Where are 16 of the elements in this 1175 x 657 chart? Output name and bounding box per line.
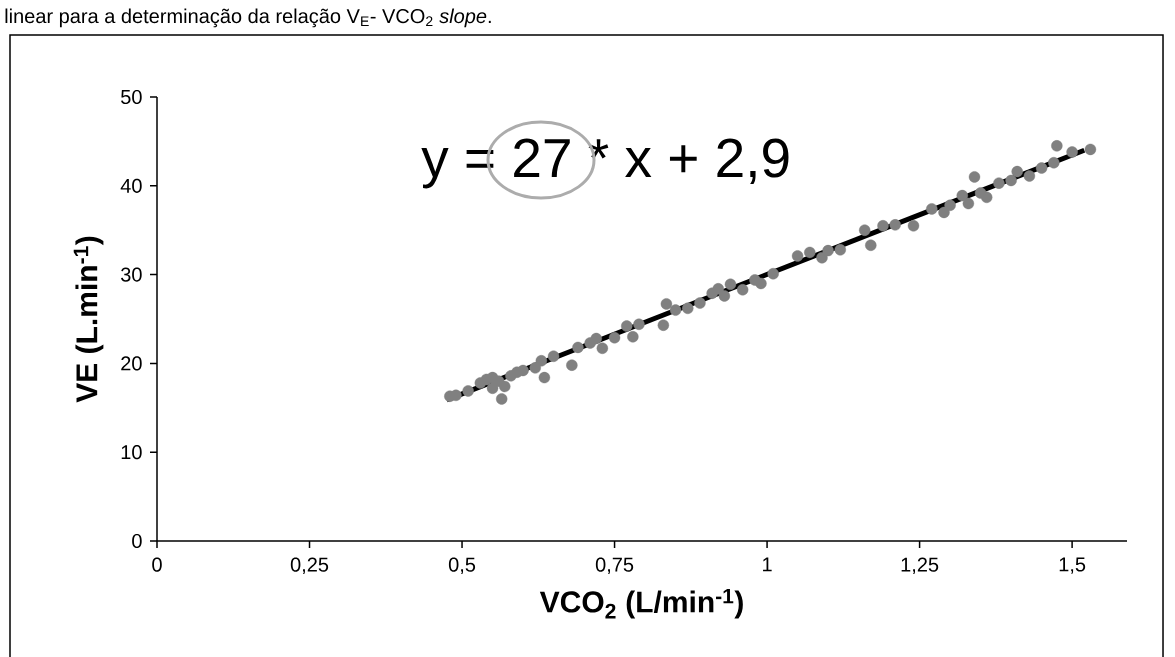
y-axis-title: VE (L.min$^{-1}$): [73, 236, 104, 403]
y-tick-label: 0: [132, 533, 142, 549]
x-axis-title: VCO$_{2}$ (L/min$^{-1}$): [539, 588, 743, 619]
x-tick-label: 1,25: [901, 557, 939, 575]
y-tick-label: 10: [121, 445, 142, 460]
y-tick-label: 50: [121, 89, 142, 105]
x-tick-label: 1,5: [1059, 557, 1086, 574]
y-tick-label: 40: [120, 178, 142, 193]
x-tick-label: 0,75: [595, 557, 634, 575]
x-tick-label: 0,5: [448, 557, 476, 575]
y-tick-label: 30: [121, 267, 142, 282]
x-tick-label: 0: [152, 557, 162, 572]
y-tick-label: 20: [121, 356, 142, 371]
x-tick-label: 0,25: [290, 557, 329, 575]
x-tick-label: 1: [763, 557, 772, 572]
text: linear para a determinação da relação V$_{E}$- VCO$_{2}$ slope.: [5, 8, 491, 28]
